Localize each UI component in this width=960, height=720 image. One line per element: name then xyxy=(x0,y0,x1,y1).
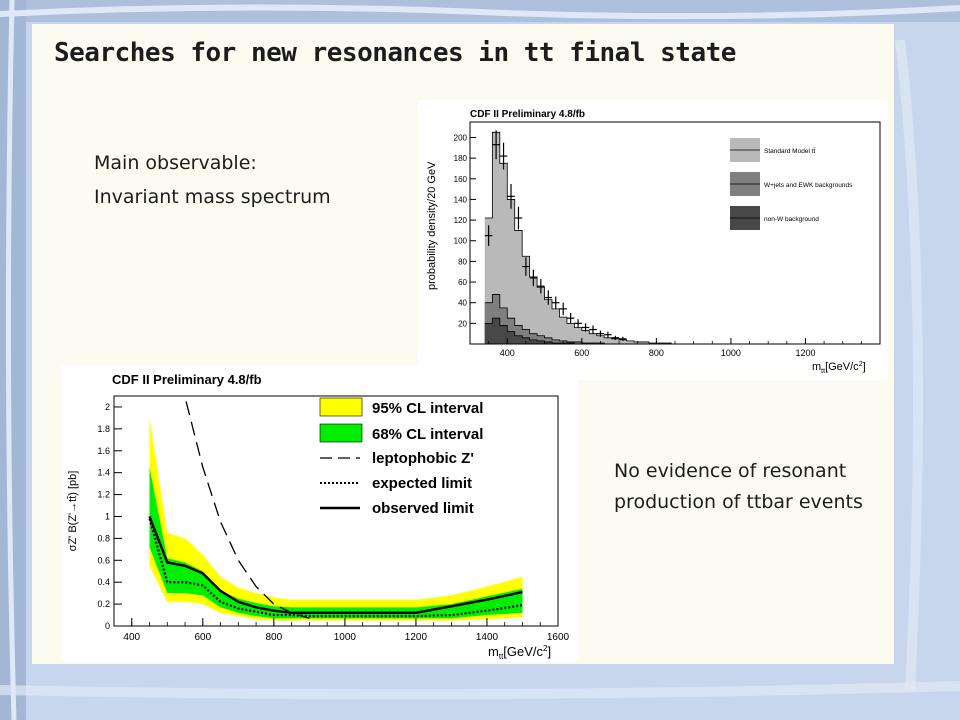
y-tick-label: 1.6 xyxy=(97,446,110,456)
data-point xyxy=(566,313,575,324)
x-tick-label: 400 xyxy=(500,348,515,358)
line-observed-limit xyxy=(148,516,523,615)
legend-label-observed: observed limit xyxy=(372,500,474,517)
chart2-frame xyxy=(113,395,559,627)
y-tick-label: 80 xyxy=(458,257,467,266)
y-tick-label: 100 xyxy=(454,237,468,246)
histogram-bar xyxy=(589,333,597,345)
legend-label-expected: expected limit xyxy=(372,475,472,492)
legend-label-68cl: 68% CL interval xyxy=(372,426,483,443)
y-tick-label: 200 xyxy=(454,133,468,142)
zprime-limit-chart: CDF II Preliminary 4.8/fb σZ' B(Z'→tt̄) … xyxy=(62,366,578,662)
data-point xyxy=(596,330,605,337)
y-tick-label: 0.4 xyxy=(97,577,110,587)
legend-label-wjets: W+jets and EWK backgrounds xyxy=(764,182,853,189)
data-point xyxy=(522,257,530,276)
y-tick-label: 1.4 xyxy=(97,468,110,478)
data-point xyxy=(529,269,538,287)
y-tick-label: 0 xyxy=(105,621,110,631)
histogram-bar xyxy=(492,318,500,345)
y-tick-label: 2 xyxy=(105,402,110,412)
data-point xyxy=(574,319,582,328)
chart2-xlabel: mtt[GeV/c2] xyxy=(488,644,551,661)
chart1-bars xyxy=(484,131,694,345)
data-point xyxy=(559,302,567,316)
x-tick-label: 1400 xyxy=(476,632,499,643)
y-tick-label: 60 xyxy=(458,278,467,287)
y-tick-label: 1 xyxy=(105,511,110,521)
data-point xyxy=(581,323,590,332)
chart1-legend: Standard Model tt̄ W+jets and EWK backgr… xyxy=(730,138,853,230)
data-point xyxy=(484,225,493,246)
legend-label-leptophobic: leptophobic Z' xyxy=(372,450,474,467)
conclusion-line-1: No evidence of resonant xyxy=(614,460,847,482)
y-tick-label: 180 xyxy=(454,154,468,163)
observable-text: Invariant mass spectrum xyxy=(94,186,331,208)
band-68cl xyxy=(149,467,523,619)
histogram-bar xyxy=(581,330,590,345)
histogram-bar xyxy=(499,325,508,345)
x-tick-label: 600 xyxy=(574,348,589,358)
chart1-points xyxy=(484,130,627,341)
y-tick-label: 1.2 xyxy=(97,490,110,500)
x-tick-label: 1000 xyxy=(334,632,357,643)
slide-title: Searches for new resonances in tt final … xyxy=(54,38,736,68)
histogram-bar xyxy=(529,339,538,345)
histogram-bar xyxy=(484,323,493,345)
y-tick-label: 40 xyxy=(458,299,467,308)
chart1-title: CDF II Preliminary 4.8/fb xyxy=(470,109,585,120)
y-tick-label: 120 xyxy=(454,216,468,225)
legend-swatch-95cl xyxy=(319,397,363,417)
y-tick-label: 140 xyxy=(454,195,468,204)
conclusion-line-2: production of ttbar events xyxy=(614,491,863,513)
legend-label-nonw: non-W background xyxy=(764,216,819,223)
y-tick-label: 0.6 xyxy=(97,555,110,565)
histogram-bar xyxy=(566,323,575,345)
x-tick-label: 800 xyxy=(265,632,282,643)
data-point xyxy=(552,296,560,309)
x-tick-label: 400 xyxy=(123,632,140,643)
data-point xyxy=(619,336,627,341)
chart1-ylabel: probability density/20 GeV xyxy=(426,161,438,290)
chart2-ylabel: σZ' B(Z'→tt̄) [pb] xyxy=(67,471,79,552)
data-point xyxy=(492,130,500,160)
histogram-bar xyxy=(507,331,515,345)
svg-text:mtt[GeV/c2]: mtt[GeV/c2] xyxy=(488,644,551,661)
legend-label-sm: Standard Model tt̄ xyxy=(764,147,816,155)
x-tick-label: 800 xyxy=(649,348,664,358)
y-tick-label: 0.8 xyxy=(97,533,110,543)
legend-swatch-68cl xyxy=(319,423,363,443)
histogram-bar xyxy=(544,299,553,345)
svg-text:mtt[GeV/c2]: mtt[GeV/c2] xyxy=(812,361,866,375)
x-tick-label: 1000 xyxy=(721,348,741,358)
legend-label-95cl: 95% CL interval xyxy=(372,400,483,417)
data-point xyxy=(589,325,597,334)
histogram-bar xyxy=(551,308,560,345)
data-point xyxy=(544,290,552,305)
x-tick-label: 1200 xyxy=(795,348,815,358)
chart2-legend: 95% CL interval 68% CL interval leptopho… xyxy=(319,397,483,517)
histogram-bar xyxy=(574,327,582,345)
mass-spectrum-chart: CDF II Preliminary 4.8/fb probability de… xyxy=(418,100,888,380)
data-point xyxy=(507,183,515,209)
x-tick-label: 1600 xyxy=(547,632,570,643)
histogram-outline xyxy=(484,131,694,345)
x-tick-label: 1200 xyxy=(405,632,428,643)
data-point xyxy=(537,278,545,294)
y-tick-label: 0.2 xyxy=(97,599,110,609)
observable-heading: Main observable: xyxy=(94,152,257,174)
data-point xyxy=(611,335,620,340)
y-tick-label: 1.8 xyxy=(97,424,110,434)
chart1-xlabel: mtt[GeV/c2] xyxy=(812,361,866,375)
data-point xyxy=(514,206,523,230)
histogram-bar xyxy=(604,337,612,345)
y-tick-label: 20 xyxy=(458,319,467,328)
histogram-bar xyxy=(514,335,523,345)
histogram-bar xyxy=(559,317,568,345)
x-tick-label: 600 xyxy=(194,632,211,643)
chart2-title: CDF II Preliminary 4.8/fb xyxy=(112,372,262,387)
data-point xyxy=(604,331,612,338)
y-tick-label: 160 xyxy=(454,175,468,184)
data-point xyxy=(499,142,508,170)
